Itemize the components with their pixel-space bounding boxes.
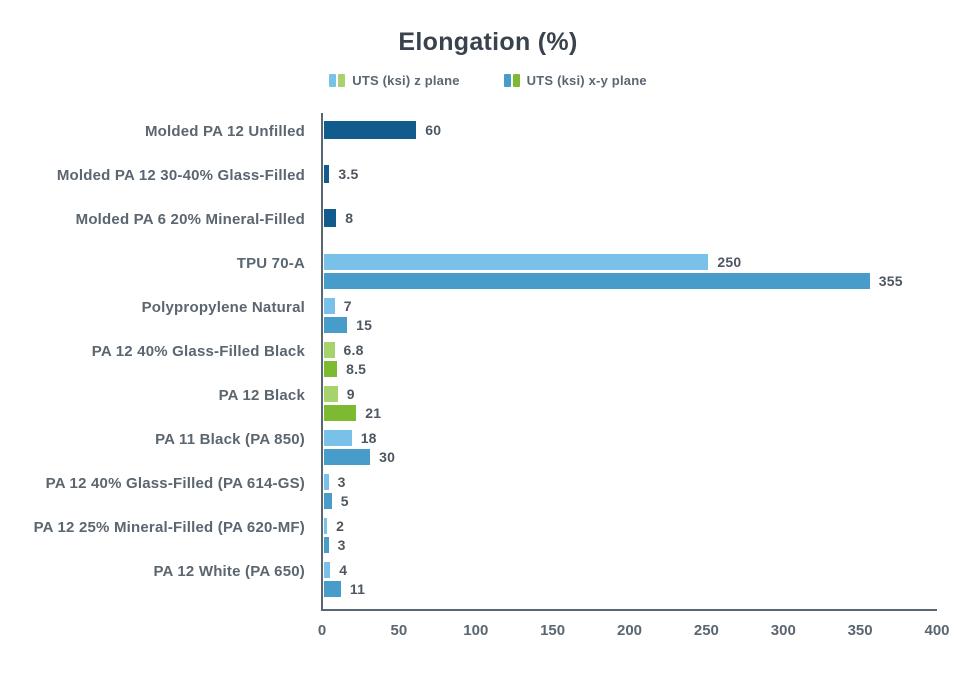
chart-row: Molded PA 6 20% Mineral-Filled 8 xyxy=(0,197,958,241)
y-axis-line xyxy=(321,113,323,611)
legend-item-xy-plane: UTS (ksi) x-y plane xyxy=(503,72,647,88)
legend-color-chip-blue-icon xyxy=(503,73,511,87)
chart-row: TPU 70-A 250 355 xyxy=(0,241,958,289)
legend-item-z-plane: UTS (ksi) z plane xyxy=(329,73,459,88)
bar-xy: 21 xyxy=(324,405,381,421)
chart-row: Molded PA 12 30-40% Glass-Filled 3.5 xyxy=(0,153,958,197)
x-axis-ticks: 0 50 100 150 200 250 300 350 400 xyxy=(318,611,950,645)
legend-swatch-xy-plane xyxy=(503,73,520,87)
value-label: 3 xyxy=(337,537,346,553)
legend-color-chip-green-icon xyxy=(512,73,520,87)
value-label: 11 xyxy=(349,581,366,597)
chart-row: PA 12 White (PA 650) 4 11 xyxy=(0,549,958,597)
x-tick-label: 350 xyxy=(847,622,873,639)
bar-xy: 3 xyxy=(324,537,345,553)
value-label: 250 xyxy=(717,254,742,270)
value-label: 8 xyxy=(345,210,354,226)
value-label: 2 xyxy=(336,518,345,534)
value-label: 21 xyxy=(365,405,382,421)
plot-cell: 60 xyxy=(322,109,937,153)
bar-xy: 5 xyxy=(324,493,348,509)
bar-xy: 15 xyxy=(324,317,372,333)
x-tick-label: 50 xyxy=(390,622,408,639)
value-label: 30 xyxy=(379,449,396,465)
bar-chart: Molded PA 12 Unfilled 60 Molded PA 12 30-4… xyxy=(0,109,958,645)
category-label: TPU 70-A xyxy=(236,254,305,272)
plot-cell: 8 xyxy=(322,197,937,241)
bar-z: 7 xyxy=(324,298,352,314)
value-label: 6.8 xyxy=(343,342,364,358)
bar-xy: 30 xyxy=(324,449,395,465)
category-label: Polypropylene Natural xyxy=(141,298,305,316)
value-label: 7 xyxy=(343,298,352,314)
category-label: Molded PA 12 30-40% Glass-Filled xyxy=(56,166,305,184)
value-label: 355 xyxy=(878,273,903,289)
bar-reference: 60 xyxy=(324,121,441,139)
value-label: 8.5 xyxy=(346,361,367,377)
value-label: 18 xyxy=(360,430,377,446)
legend-swatch-z-plane xyxy=(329,73,346,87)
plot-cell: 7 15 xyxy=(322,285,937,333)
bar-xy: 11 xyxy=(324,581,365,597)
plot-cell: 250 355 xyxy=(322,241,937,289)
legend-label-z-plane: UTS (ksi) z plane xyxy=(352,72,460,88)
chart-row: PA 12 Black 9 21 xyxy=(0,373,958,421)
x-axis-line xyxy=(321,609,937,611)
bar-xy: 8.5 xyxy=(324,361,366,377)
x-tick-label: 200 xyxy=(616,622,643,639)
category-label: PA 12 White (PA 650) xyxy=(153,562,305,580)
category-label: PA 12 25% Mineral-Filled (PA 620-MF) xyxy=(33,518,305,536)
plot-cell: 6.8 8.5 xyxy=(322,329,937,377)
chart-row: Molded PA 12 Unfilled 60 xyxy=(0,109,958,153)
chart-row: PA 12 25% Mineral-Filled (PA 620-MF) 2 3 xyxy=(0,505,958,553)
category-label: Molded PA 6 20% Mineral-Filled xyxy=(75,210,305,228)
bar-z: 3 xyxy=(324,474,345,490)
chart-title: Elongation (%) xyxy=(398,28,578,56)
category-label: PA 12 40% Glass-Filled (PA 614-GS) xyxy=(45,474,305,492)
value-label: 60 xyxy=(425,122,442,138)
value-label: 15 xyxy=(356,317,373,333)
plot-cell: 3.5 xyxy=(322,153,937,197)
x-tick-label: 300 xyxy=(770,622,796,639)
bar-xy: 355 xyxy=(324,273,903,289)
legend-color-chip-green-icon xyxy=(338,73,346,87)
bar-z: 9 xyxy=(324,386,355,402)
bar-z: 4 xyxy=(324,562,347,578)
chart-rows: Molded PA 12 Unfilled 60 Molded PA 12 30-4… xyxy=(0,109,958,597)
category-label: PA 11 Black (PA 850) xyxy=(155,430,305,448)
legend-label-xy-plane: UTS (ksi) x-y plane xyxy=(526,72,647,88)
chart-row: PA 11 Black (PA 850) 18 30 xyxy=(0,417,958,465)
bar-z: 18 xyxy=(324,430,376,446)
category-label: Molded PA 12 Unfilled xyxy=(144,122,305,140)
chart-row: Polypropylene Natural 7 15 xyxy=(0,285,958,333)
value-label: 4 xyxy=(339,562,348,578)
value-label: 9 xyxy=(346,386,355,402)
value-label: 5 xyxy=(340,493,349,509)
x-tick-label: 150 xyxy=(540,622,566,639)
category-label: PA 12 Black xyxy=(218,386,305,404)
legend: UTS (ksi) z plane UTS (ksi) x-y plane xyxy=(0,72,976,88)
x-tick-label: 0 xyxy=(317,622,327,639)
bar-z: 6.8 xyxy=(324,342,363,358)
category-label: PA 12 40% Glass-Filled Black xyxy=(91,342,305,360)
legend-color-chip-blue-icon xyxy=(329,73,337,87)
x-tick-label: 100 xyxy=(463,622,489,639)
x-tick-label: 400 xyxy=(924,622,950,639)
value-label: 3 xyxy=(337,474,346,490)
bar-reference: 3.5 xyxy=(324,165,358,183)
bar-reference: 8 xyxy=(324,209,353,227)
plot-cell: 9 21 xyxy=(322,373,937,421)
bar-z: 2 xyxy=(324,518,344,534)
bar-z: 250 xyxy=(324,254,741,270)
chart-row: PA 12 40% Glass-Filled Black 6.8 8.5 xyxy=(0,329,958,377)
plot-cell: 18 30 xyxy=(322,417,937,465)
plot-cell: 4 11 xyxy=(322,549,937,597)
x-tick-label: 250 xyxy=(693,622,719,639)
value-label: 3.5 xyxy=(338,166,359,182)
chart-row: PA 12 40% Glass-Filled (PA 614-GS) 3 5 xyxy=(0,461,958,509)
